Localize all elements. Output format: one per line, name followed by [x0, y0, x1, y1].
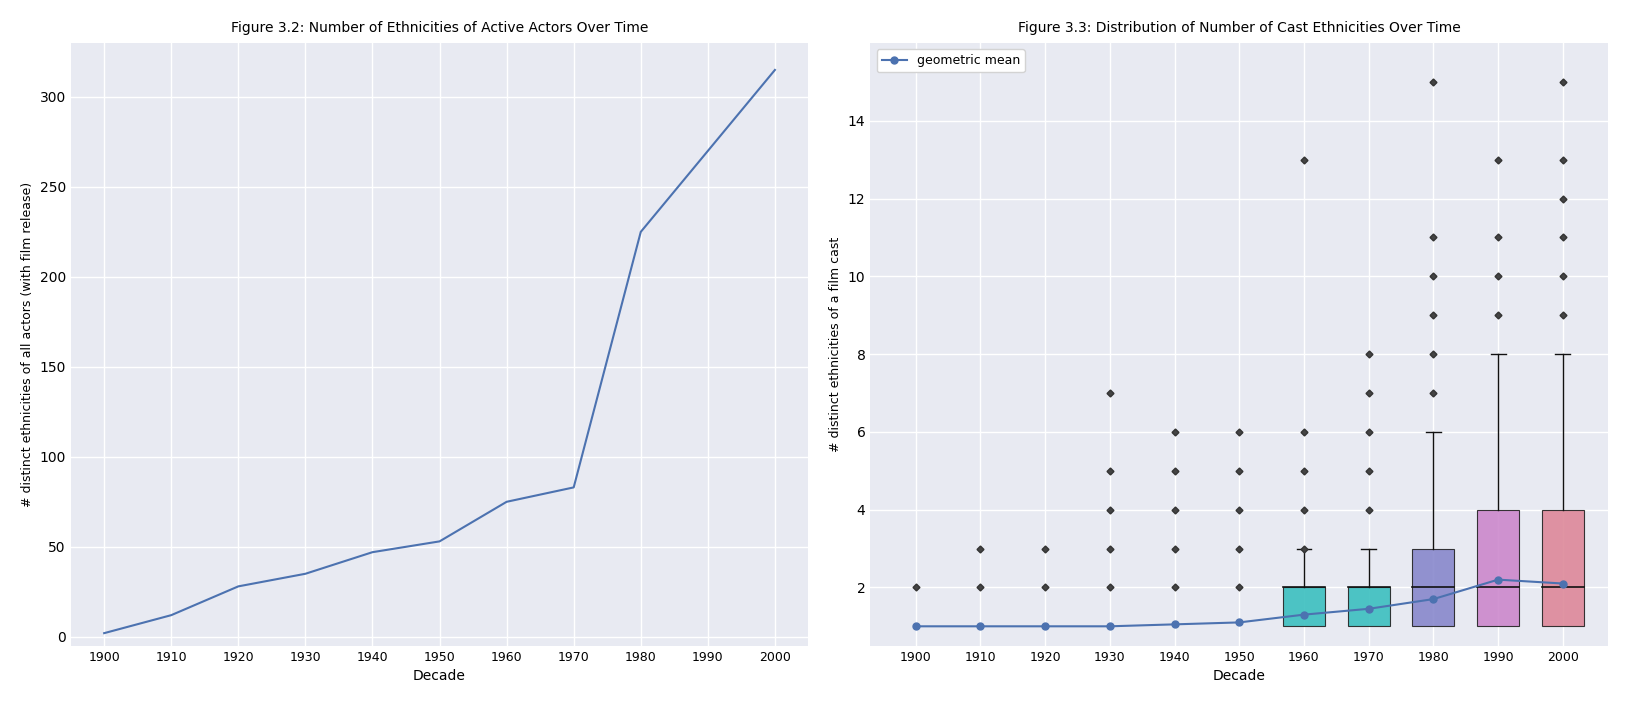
- Title: Figure 3.2: Number of Ethnicities of Active Actors Over Time: Figure 3.2: Number of Ethnicities of Act…: [231, 21, 648, 34]
- Bar: [1284, 587, 1324, 627]
- Bar: [1412, 548, 1455, 627]
- Title: Figure 3.3: Distribution of Number of Cast Ethnicities Over Time: Figure 3.3: Distribution of Number of Ca…: [1018, 21, 1461, 34]
- geometric mean: [1489, 575, 1508, 584]
- Bar: [1347, 587, 1390, 627]
- geometric mean: [906, 622, 925, 631]
- geometric mean: [1293, 610, 1313, 619]
- geometric mean: [1100, 622, 1119, 631]
- Y-axis label: # distinct ethnicities of a film cast: # distinct ethnicities of a film cast: [829, 237, 842, 452]
- geometric mean: [971, 622, 990, 631]
- geometric mean: [1230, 618, 1249, 627]
- Y-axis label: # distinct ethnicities of all actors (with film release): # distinct ethnicities of all actors (wi…: [21, 182, 34, 507]
- geometric mean: [1552, 579, 1572, 588]
- X-axis label: Decade: Decade: [414, 670, 466, 683]
- geometric mean: [1424, 595, 1443, 603]
- geometric mean: [1036, 622, 1056, 631]
- Bar: [1541, 510, 1583, 627]
- Line: geometric mean: geometric mean: [912, 576, 1567, 630]
- geometric mean: [1359, 605, 1378, 613]
- geometric mean: [1165, 620, 1184, 629]
- X-axis label: Decade: Decade: [1214, 670, 1266, 683]
- Legend: geometric mean: geometric mean: [876, 49, 1025, 73]
- Bar: [1478, 510, 1520, 627]
